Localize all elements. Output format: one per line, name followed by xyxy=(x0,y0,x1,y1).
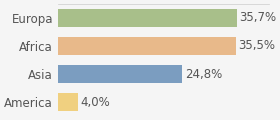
Bar xyxy=(58,37,236,55)
Bar xyxy=(58,9,237,27)
Text: 35,5%: 35,5% xyxy=(239,39,276,52)
Bar xyxy=(58,65,182,83)
Bar xyxy=(58,93,78,111)
Text: 35,7%: 35,7% xyxy=(240,11,277,24)
Text: 4,0%: 4,0% xyxy=(80,96,110,109)
Text: 24,8%: 24,8% xyxy=(185,68,222,81)
